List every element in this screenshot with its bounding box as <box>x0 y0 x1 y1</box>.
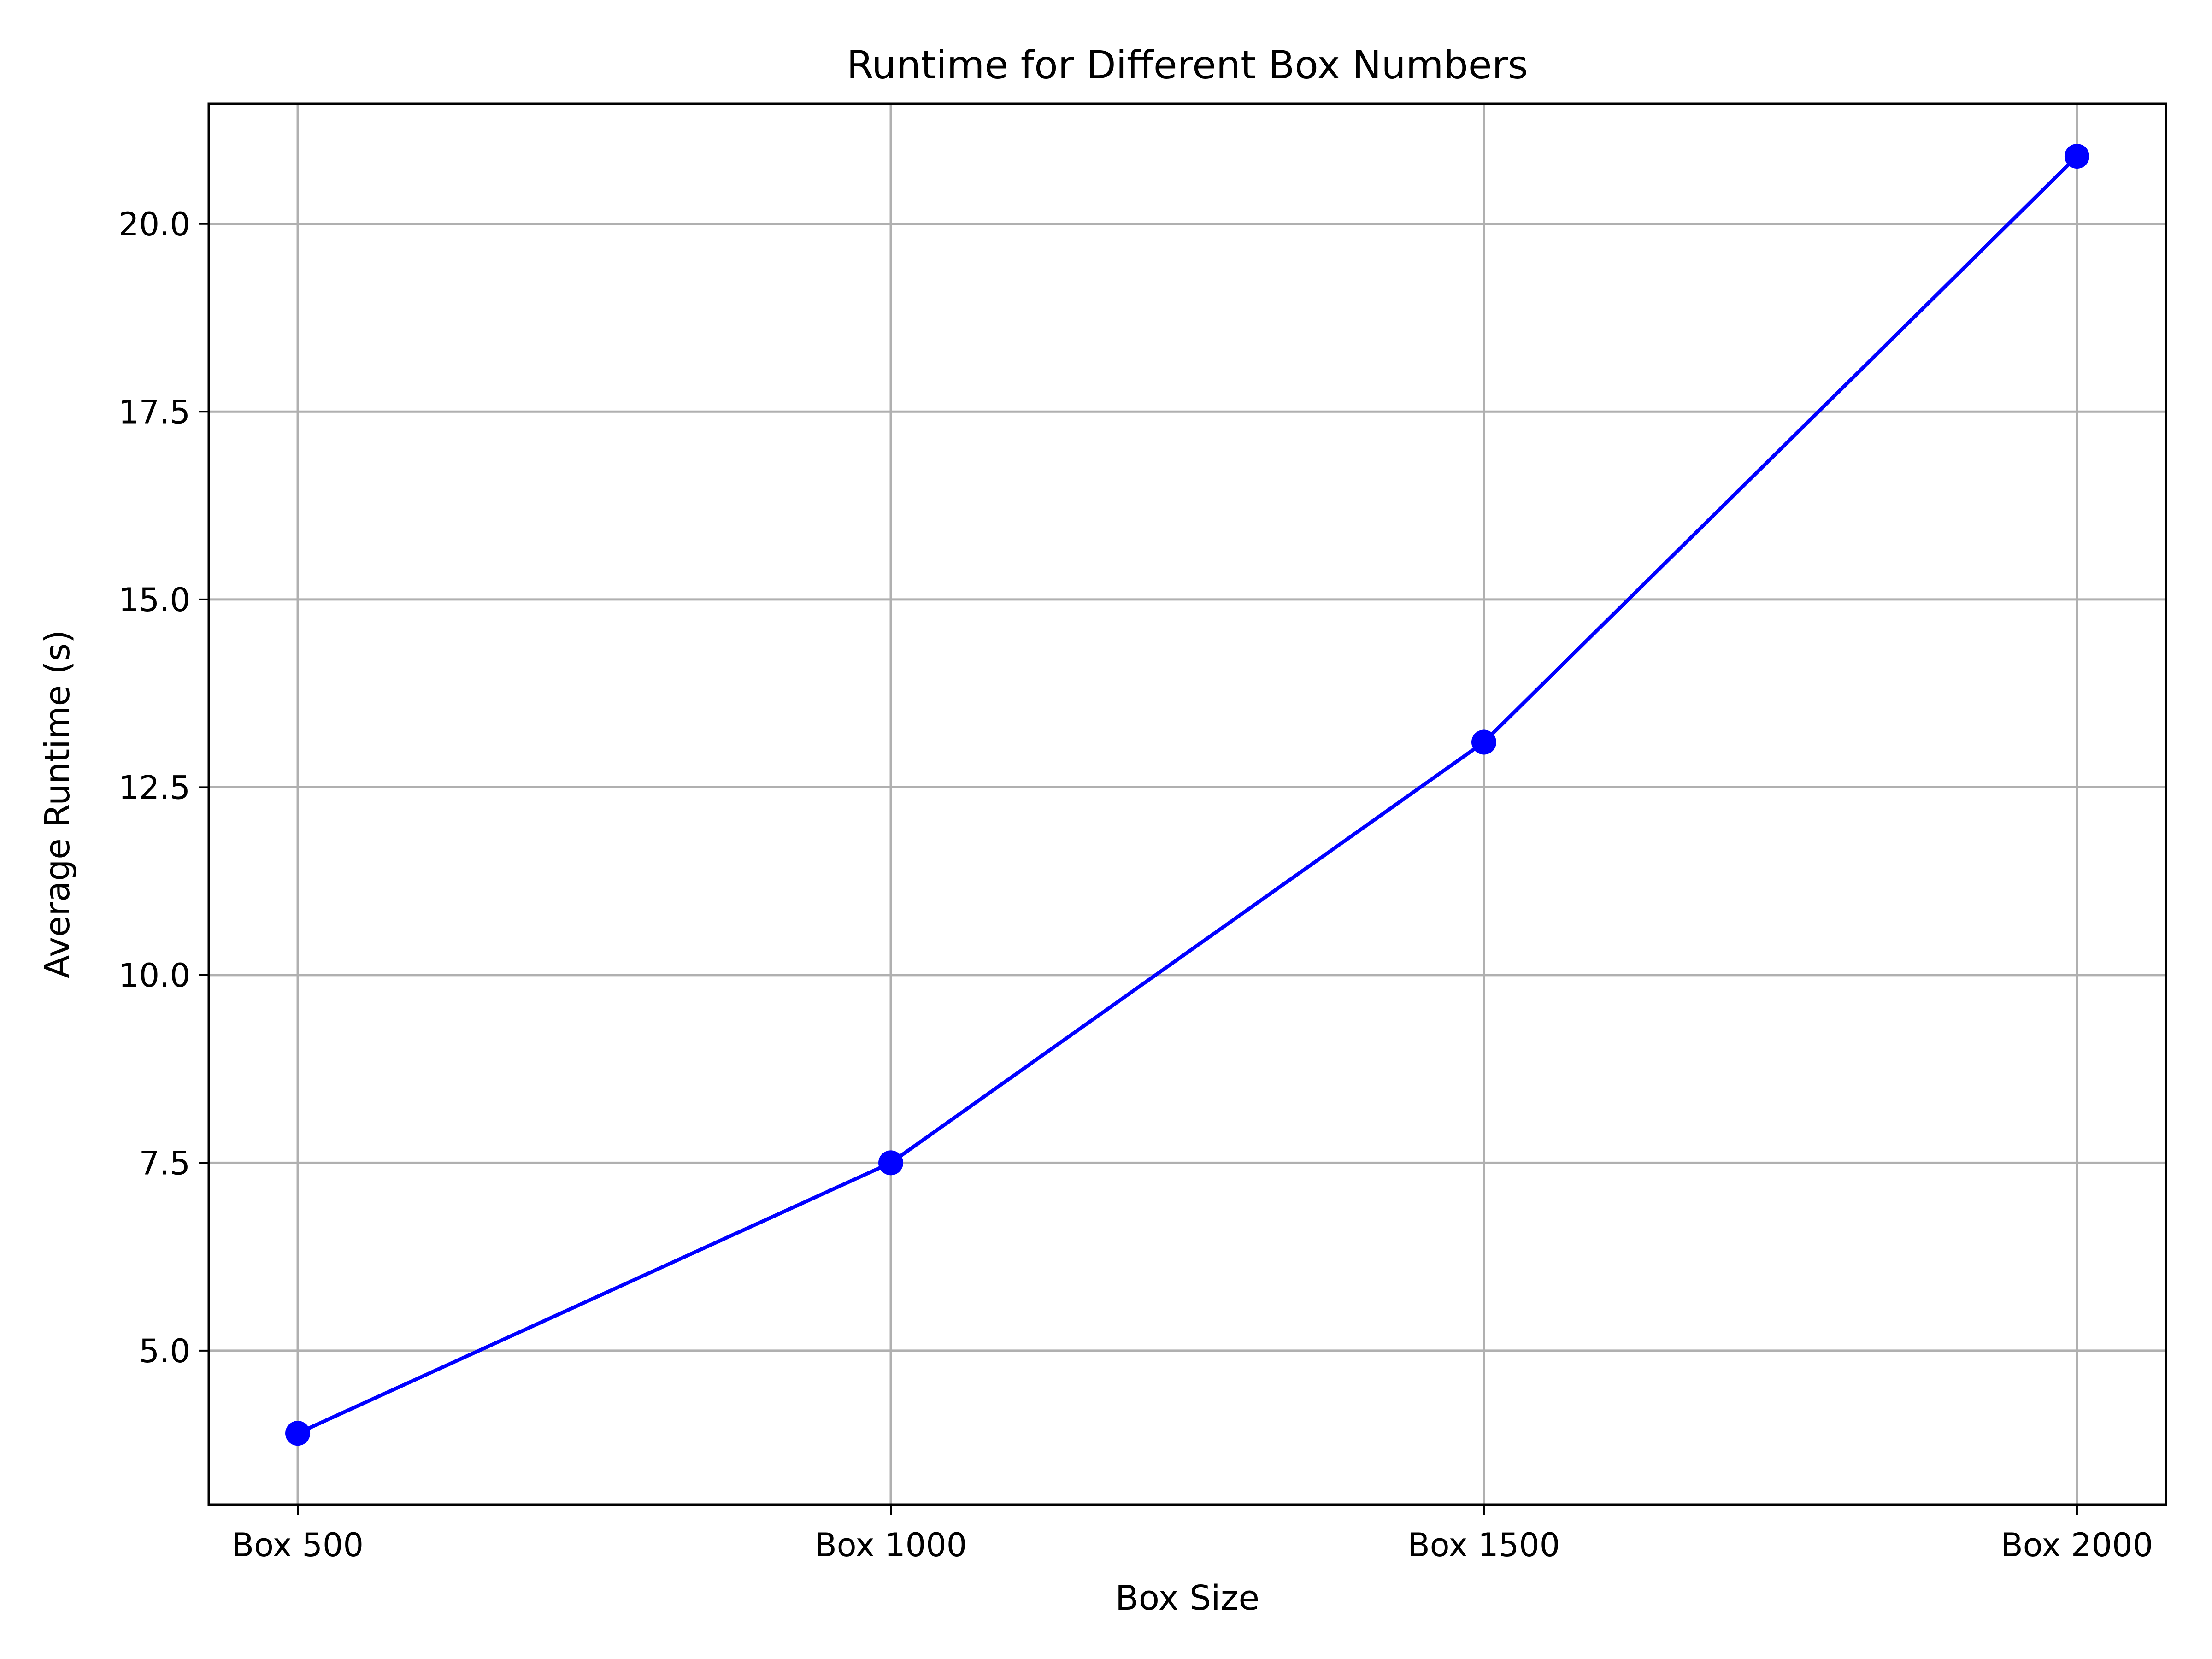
y-tick-label: 10.0 <box>118 957 190 994</box>
x-tick-label: Box 1000 <box>815 1526 967 1564</box>
series-layer <box>285 144 2089 1446</box>
plot-frame <box>207 102 2167 1506</box>
y-tick-label: 20.0 <box>118 206 190 243</box>
axis-ticks: Box 500 Box 1000 Box 1500 Box 2000 5.0 7.5 10.… <box>118 206 2153 1564</box>
x-axis-label: Box Size <box>1115 1578 1259 1618</box>
x-tick-label: Box 1500 <box>1408 1526 1560 1564</box>
chart-title: Runtime for Different Box Numbers <box>847 42 1528 88</box>
data-point-marker <box>285 1421 311 1446</box>
data-point-marker <box>2064 144 2089 169</box>
data-point-marker <box>878 1150 904 1176</box>
data-point-marker <box>1471 729 1496 755</box>
y-tick-label: 15.0 <box>118 581 190 619</box>
y-tick-label: 12.5 <box>118 769 190 806</box>
x-tick-label: Box 2000 <box>2001 1526 2153 1564</box>
y-tick-label: 7.5 <box>139 1144 190 1182</box>
y-tick-label: 5.0 <box>139 1332 190 1370</box>
y-axis-label: Average Runtime (s) <box>38 630 77 978</box>
series-line <box>297 155 2078 1435</box>
y-tick-label: 17.5 <box>118 393 190 431</box>
grid <box>209 104 2166 1505</box>
x-tick-label: Box 500 <box>232 1526 364 1564</box>
